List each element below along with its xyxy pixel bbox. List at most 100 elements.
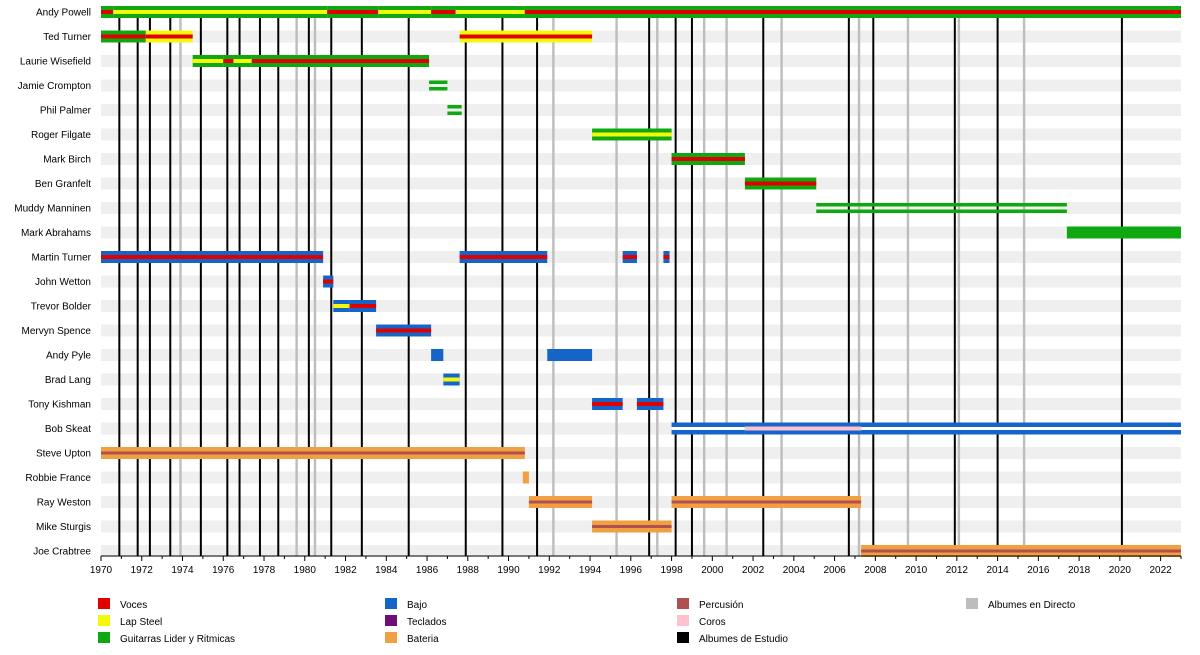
- row-stripe: [101, 300, 1181, 312]
- vocals-stripe: [744, 181, 817, 186]
- legend-label-lapsteel: Lap Steel: [120, 617, 162, 628]
- lapsteel-stripe: [113, 10, 328, 14]
- member-label: Joe Crabtree: [33, 547, 91, 558]
- percussion-stripe: [861, 549, 1181, 553]
- vocals-stripe: [145, 34, 193, 39]
- legend-label-percussion: Percusión: [699, 600, 743, 611]
- row-stripe: [101, 471, 1181, 484]
- vocals-stripe: [101, 10, 114, 14]
- row-stripe: [101, 251, 1181, 263]
- row-stripe: [101, 177, 1181, 190]
- x-tick-label: 2008: [864, 565, 887, 576]
- x-tick-label: 1994: [579, 565, 602, 576]
- bass-gap: [861, 427, 1181, 430]
- legend-swatch-guitar: [98, 632, 110, 643]
- vocals-stripe: [622, 255, 637, 259]
- album-lines: [118, 6, 1123, 556]
- legend-swatch-keyboards: [385, 615, 397, 626]
- legend-swatch-lapsteel: [98, 615, 110, 626]
- x-tick-label: 2002: [742, 565, 765, 576]
- member-label: Mark Abrahams: [21, 228, 91, 239]
- x-tick-label: 2000: [701, 565, 724, 576]
- guitar-bar-top: [816, 203, 1067, 207]
- bass-gap: [671, 427, 745, 430]
- x-tick-label: 1980: [294, 565, 317, 576]
- guitar-bar: [1066, 226, 1181, 239]
- row-stripe: [101, 324, 1181, 337]
- member-label: Tony Kishman: [28, 400, 91, 411]
- x-tick-label: 1992: [538, 565, 561, 576]
- legend-label-drums: Bateria: [407, 634, 439, 645]
- x-tick-label: 1972: [131, 565, 154, 576]
- vocals-stripe: [431, 10, 456, 14]
- lapsteel-stripe: [455, 10, 525, 14]
- vocals-stripe: [323, 279, 334, 284]
- drums-bar: [522, 471, 529, 484]
- x-tick-label: 2006: [823, 565, 846, 576]
- x-tick-label: 2016: [1027, 565, 1050, 576]
- x-axis: 1970 1972 1974 1976 1978 1980 1982 1984 1986 1988…: [90, 555, 1182, 576]
- x-tick-label: 1998: [660, 565, 683, 576]
- lapsteel-stripe: [592, 132, 672, 137]
- member-bars: [101, 6, 1181, 557]
- guitar-bar-bottom: [816, 209, 1067, 213]
- legend-label-guitar: Guitarras Lider y Ritmicas: [120, 634, 235, 645]
- legend-label-studio: Albumes de Estudio: [699, 634, 788, 645]
- vocals-stripe: [101, 34, 146, 39]
- legend-swatch-studio: [677, 632, 689, 643]
- row-stripe: [101, 30, 1181, 43]
- member-label: Martin Turner: [32, 253, 92, 264]
- legend: Voces Lap Steel Guitarras Lider y Ritmicas…: [98, 598, 1076, 645]
- percussion-stripe: [528, 500, 593, 504]
- x-tick-label: 2018: [1068, 565, 1091, 576]
- member-label: Ted Turner: [43, 32, 91, 43]
- lapsteel-stripe: [192, 59, 224, 63]
- guitar-bar-top: [429, 80, 448, 84]
- percussion-stripe: [101, 451, 525, 455]
- member-label: Bob Skeat: [45, 424, 91, 435]
- member-label: Brad Lang: [45, 375, 91, 386]
- row-stripe: [101, 153, 1181, 165]
- legend-swatch-percussion: [677, 598, 689, 609]
- member-label: Mike Sturgis: [36, 522, 91, 533]
- legend-label-vocals: Voces: [120, 600, 147, 611]
- row-stripes: [101, 6, 1181, 557]
- member-label: Ray Weston: [37, 498, 91, 509]
- member-label: Robbie France: [25, 473, 91, 484]
- guitar-bar-bottom: [429, 87, 448, 91]
- bass-bar: [431, 349, 444, 361]
- percussion-stripe: [671, 500, 862, 504]
- legend-label-live: Albumes en Directo: [988, 600, 1076, 611]
- legend-swatch-live: [966, 598, 978, 609]
- row-stripe: [101, 226, 1181, 239]
- vocals-stripe: [101, 255, 324, 259]
- x-tick-label: 2012: [946, 565, 969, 576]
- x-tick-label: 2010: [905, 565, 928, 576]
- member-label: Laurie Wisefield: [20, 57, 91, 68]
- x-tick-label: 1978: [253, 565, 276, 576]
- lapsteel-stripe: [443, 377, 460, 382]
- backing-stripe: [744, 426, 862, 431]
- guitar-bar-bottom: [447, 111, 462, 115]
- legend-swatch-vocals: [98, 598, 110, 609]
- row-stripe: [101, 79, 1181, 92]
- vocals-stripe: [251, 59, 430, 63]
- lapsteel-stripe: [233, 59, 252, 63]
- x-tick-label: 1974: [171, 565, 194, 576]
- legend-label-bass: Bajo: [407, 600, 427, 611]
- x-tick-label: 1976: [212, 565, 235, 576]
- member-label: Muddy Manninen: [14, 204, 91, 215]
- member-label: John Wetton: [35, 277, 91, 288]
- vocals-stripe: [223, 59, 234, 63]
- vocals-stripe: [349, 304, 377, 308]
- x-tick-label: 2020: [1109, 565, 1132, 576]
- row-stripe: [101, 373, 1181, 386]
- x-tick-label: 1988: [457, 565, 480, 576]
- x-tick-label: 1982: [334, 565, 357, 576]
- vocals-stripe: [671, 157, 745, 161]
- row-stripe: [101, 496, 1181, 508]
- guitar-bar-top: [447, 105, 462, 109]
- member-label: Andy Pyle: [46, 351, 91, 362]
- percussion-stripe: [592, 525, 672, 528]
- lapsteel-stripe: [378, 10, 432, 14]
